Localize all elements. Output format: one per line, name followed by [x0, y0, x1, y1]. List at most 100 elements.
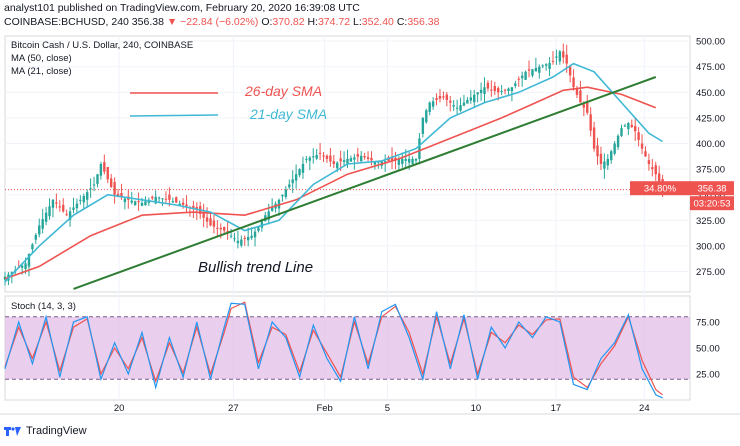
- candle-body: [575, 88, 579, 95]
- candle-body: [38, 225, 41, 235]
- candle-body: [534, 68, 538, 72]
- y-tick-label: 350.00: [696, 190, 725, 201]
- candle-body: [20, 265, 24, 268]
- candle-body: [428, 102, 431, 112]
- candle-body: [151, 196, 154, 199]
- candle-body: [407, 158, 411, 163]
- y-tick-label: 275.00: [696, 267, 725, 278]
- candle-body: [565, 54, 568, 64]
- open-label: O:: [261, 16, 273, 28]
- stoch-tick-label: 50.00: [696, 344, 720, 355]
- candle-body: [318, 152, 322, 154]
- candle-body: [397, 159, 401, 165]
- candle-body: [411, 158, 414, 164]
- legend-ma21: MA (21, close): [11, 66, 72, 77]
- legend-title: Bitcoin Cash / U.S. Dollar, 240, COINBAS…: [11, 40, 193, 51]
- legend-ma50: MA (50, close): [11, 53, 72, 64]
- candle-body: [68, 211, 72, 220]
- candle-body: [325, 155, 329, 159]
- candle-body: [246, 236, 250, 241]
- candle-body: [164, 198, 168, 200]
- candle-body: [418, 138, 421, 159]
- candle-body: [531, 69, 534, 76]
- x-tick-label: 20: [114, 403, 125, 414]
- x-tick-label: 5: [385, 403, 390, 414]
- candle-body: [267, 211, 270, 220]
- candle-body: [44, 212, 48, 222]
- candle-body: [616, 135, 620, 148]
- x-tick-label: 10: [471, 403, 482, 414]
- candle-body: [579, 90, 582, 103]
- candle-body: [541, 65, 544, 67]
- candle-body: [175, 197, 178, 203]
- candle-body: [185, 204, 188, 207]
- candle-body: [592, 127, 596, 149]
- candle-body: [507, 88, 510, 91]
- candle-body: [449, 100, 452, 103]
- candle-body: [113, 182, 116, 195]
- candle-body: [370, 157, 373, 161]
- candle-body: [627, 123, 630, 130]
- candle-body: [455, 107, 459, 109]
- sma-50-line: [4, 86, 657, 280]
- y-tick-label: 325.00: [696, 216, 725, 227]
- candle-body: [120, 192, 123, 198]
- x-tick-label: 17: [551, 403, 562, 414]
- candle-body: [651, 167, 654, 170]
- candle-body: [510, 87, 514, 92]
- candle-body: [243, 237, 246, 239]
- candle-body: [34, 234, 38, 240]
- candle-body: [48, 206, 51, 217]
- publish-text: analyst101 published on TradingView.com,…: [4, 2, 360, 14]
- price-tag-text: 356.38: [697, 184, 726, 195]
- candle-body: [31, 244, 34, 250]
- candle-body: [497, 88, 500, 93]
- close-value: 356.38: [407, 16, 440, 28]
- candle-body: [192, 205, 195, 209]
- candle-body: [606, 158, 609, 166]
- candle-body: [360, 155, 363, 162]
- candle-body: [130, 200, 133, 203]
- candle-body: [435, 98, 438, 100]
- y-tick-label: 400.00: [696, 139, 725, 150]
- candle-body: [562, 51, 565, 58]
- candle-body: [171, 201, 175, 203]
- candle-body: [133, 201, 137, 206]
- sma-21-line: [4, 62, 664, 283]
- candle-body: [383, 161, 387, 163]
- candle-body: [623, 125, 627, 127]
- candle-body: [89, 188, 92, 190]
- candle-body: [589, 114, 592, 131]
- candle-body: [103, 162, 106, 172]
- candle-body: [356, 154, 359, 157]
- candle-body: [301, 164, 305, 173]
- candle-body: [466, 100, 469, 104]
- candle-body: [462, 102, 466, 106]
- candle-body: [353, 157, 356, 160]
- candle-body: [339, 158, 342, 162]
- candle-body: [181, 202, 185, 205]
- candle-body: [75, 203, 79, 209]
- pct-tag: [630, 181, 690, 196]
- last-price: 356.38: [131, 16, 164, 28]
- candle-body: [373, 161, 377, 165]
- high-value: 374.72: [317, 16, 351, 28]
- candle-body: [527, 69, 531, 71]
- price-tag: [690, 181, 734, 196]
- tradingview-logo[interactable]: TradingView: [4, 425, 87, 437]
- candle-body: [233, 238, 236, 240]
- candle-body: [72, 207, 75, 210]
- candle-body: [421, 117, 425, 134]
- candle-body: [363, 155, 366, 158]
- candle-body: [10, 272, 14, 275]
- candle-body: [644, 151, 647, 157]
- candle-body: [346, 158, 349, 165]
- candle-body: [568, 66, 572, 76]
- candle-body: [500, 91, 503, 93]
- countdown-text: 03:20:53: [694, 199, 731, 210]
- high-label: H:: [307, 16, 318, 28]
- candle-body: [253, 231, 257, 238]
- open-value: 370.82: [272, 16, 305, 28]
- candle-body: [240, 239, 243, 246]
- candle-body: [503, 89, 507, 91]
